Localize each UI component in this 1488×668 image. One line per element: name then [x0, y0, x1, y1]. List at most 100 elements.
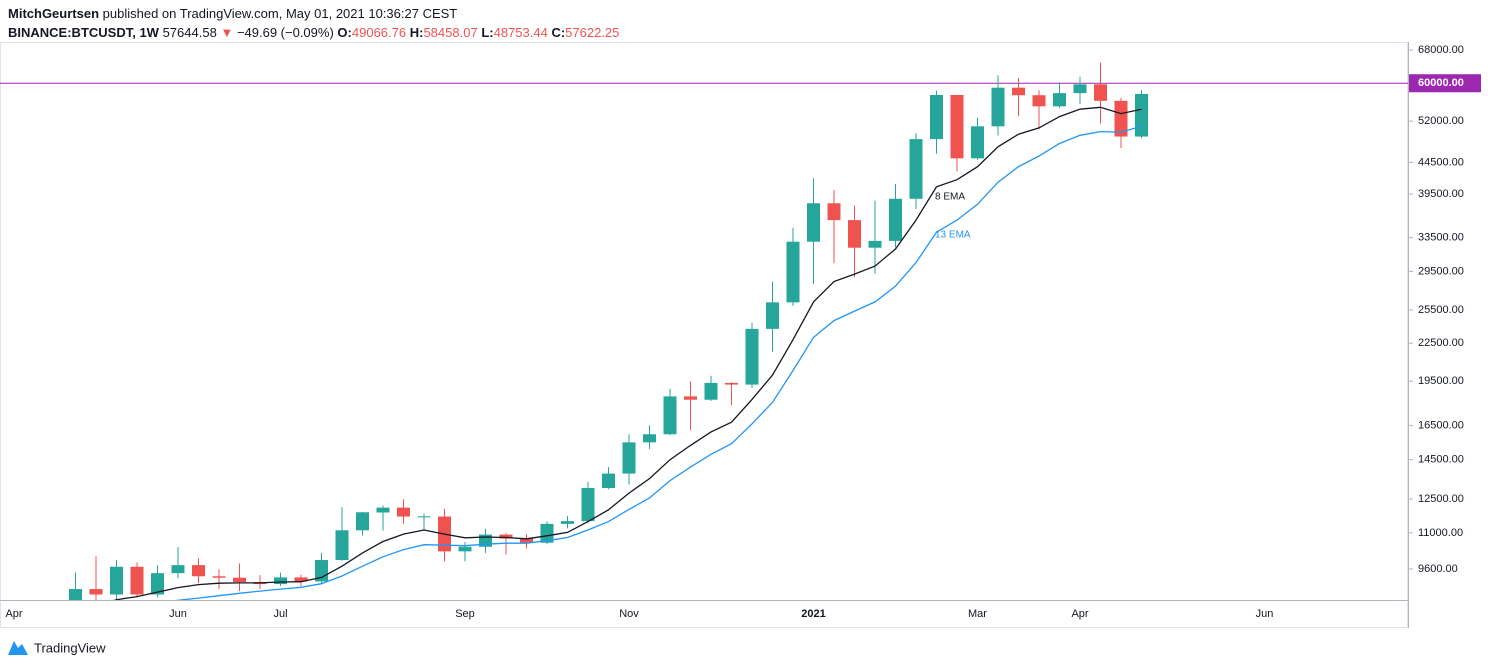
candle-body [909, 139, 923, 199]
candle-body [704, 382, 718, 400]
x-tick-label: Apr [5, 608, 22, 620]
candle-body [520, 538, 533, 543]
candle-body [499, 534, 513, 539]
candle-body [1012, 87, 1025, 96]
l-value: 48753.44 [493, 25, 548, 40]
frame [0, 42, 1408, 628]
y-tick-label: 52000.00 [1418, 115, 1464, 127]
y-tick-label: 9600.00 [1418, 563, 1458, 575]
y-tick-label: 14500.00 [1418, 454, 1464, 466]
x-tick-label: Jun [1256, 608, 1274, 620]
brand-logo [8, 641, 28, 655]
candle-body [397, 507, 410, 517]
candle-body [561, 521, 574, 524]
axes: 68000.00 52000.00 44500.00 39500.00 33500.00… [5, 44, 1481, 620]
x-tick-label: Sep [455, 608, 475, 620]
y-tick-label: 68000.00 [1418, 44, 1464, 56]
c-label: C: [551, 25, 566, 40]
candle-body [458, 546, 472, 552]
price-line-label: 60000.00 [1418, 77, 1464, 89]
candle-body [930, 94, 943, 140]
candle-body [1135, 93, 1148, 137]
candle-body [766, 302, 779, 329]
candle-body [1094, 84, 1107, 101]
candle-body [151, 573, 164, 595]
plot [0, 62, 1408, 600]
candle-body [848, 220, 861, 248]
y-tick-label: 11000.00 [1418, 527, 1463, 539]
candle-body [827, 203, 841, 221]
change: −49.69 (−0.09%) [236, 25, 334, 40]
candle-body [807, 203, 820, 242]
y-tick-label: 19500.00 [1418, 375, 1464, 387]
y-tick-label: 12500.00 [1418, 493, 1464, 505]
candle-body [376, 507, 390, 513]
x-tick-label: Apr [1071, 608, 1088, 620]
candle-body [950, 94, 964, 159]
published: published on TradingView.com, May 01, 20… [102, 6, 458, 21]
x-tick-label: Jun [169, 608, 187, 620]
candle-body [581, 488, 595, 522]
candle-body [684, 396, 697, 400]
candle-body [868, 240, 882, 248]
symbol-line: BINANCE:BTCUSDT, 1W 57644.58 ▼ −49.69 (−… [8, 25, 619, 40]
h-value: 58458.07 [423, 25, 478, 40]
candle-body [130, 566, 144, 595]
candle-body [622, 442, 636, 474]
change-arrow: ▼ [220, 25, 234, 40]
candle-body [110, 566, 123, 595]
x-tick-label: Nov [619, 608, 639, 620]
candle-body [171, 565, 185, 574]
candle-body [663, 396, 677, 435]
candle-body [1073, 84, 1087, 94]
candle-body [1032, 95, 1046, 107]
x-tick-label: Jul [273, 608, 287, 620]
o-label: O: [337, 25, 352, 40]
candle-body [192, 565, 205, 577]
candle-body [889, 198, 902, 241]
candle-body [786, 241, 800, 303]
brand[interactable]: TradingView [34, 640, 106, 655]
l-label: L: [481, 25, 494, 40]
y-tick-label: 16500.00 [1418, 419, 1464, 431]
author[interactable]: MitchGeurtsen [8, 6, 100, 21]
y-tick-label: 44500.00 [1418, 156, 1464, 168]
symbol: BINANCE:BTCUSDT, 1W [8, 25, 159, 40]
ema-line [176, 125, 1142, 600]
candle-body [643, 434, 656, 443]
candle-body [212, 576, 226, 578]
candle-body [745, 328, 759, 385]
candle-body [540, 523, 554, 543]
candle-body [1114, 100, 1128, 137]
x-tick-label: 2021 [801, 608, 825, 620]
price-line-tag [1409, 74, 1481, 93]
y-tick-label: 22500.00 [1418, 337, 1464, 349]
ema8-label: 8 EMA [935, 192, 965, 203]
ema-line [113, 106, 1142, 600]
candle-body [417, 516, 431, 518]
candle-body [602, 473, 615, 489]
y-tick-label: 25500.00 [1418, 304, 1464, 316]
y-tick-label: 33500.00 [1418, 232, 1464, 244]
candle-body [69, 589, 82, 600]
candle-body [971, 126, 984, 159]
candle-body [274, 577, 287, 585]
y-tick-label: 29500.00 [1418, 265, 1464, 277]
ema13-label: 13 EMA [935, 230, 971, 241]
last-price: 57644.58 [162, 25, 217, 40]
candle-body [991, 87, 1005, 127]
y-tick-label: 39500.00 [1418, 188, 1464, 200]
o-value: 49066.76 [351, 25, 407, 40]
candle-body [89, 589, 103, 595]
candle-body [1053, 93, 1066, 107]
candle-body [725, 382, 738, 385]
h-label: H: [409, 25, 424, 40]
candle-body [294, 577, 308, 582]
c-value: 57622.25 [565, 25, 620, 40]
candle-body [233, 577, 246, 583]
candle-body [335, 530, 349, 561]
candle-body [356, 512, 369, 531]
publish-line: MitchGeurtsen published on TradingView.c… [8, 6, 457, 21]
